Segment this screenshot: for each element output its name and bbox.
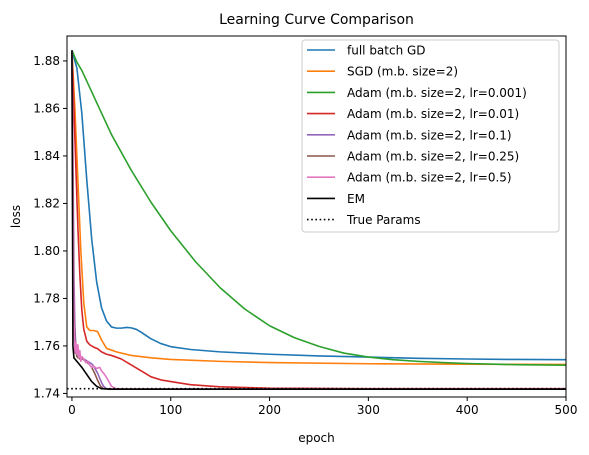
- chart-title: Learning Curve Comparison: [219, 12, 414, 28]
- y-tick-label: 1.86: [33, 101, 60, 115]
- legend-label-4: Adam (m.b. size=2, lr=0.1): [347, 128, 512, 142]
- x-axis-label: epoch: [298, 431, 335, 445]
- y-tick-label: 1.76: [33, 339, 60, 353]
- y-tick-label: 1.78: [33, 291, 60, 305]
- legend-box: [301, 39, 560, 233]
- x-tick-label: 300: [357, 403, 380, 417]
- x-tick-label: 0: [68, 403, 76, 417]
- x-tick-label: 100: [159, 403, 182, 417]
- y-tick-label: 1.74: [33, 386, 60, 400]
- legend-label-6: Adam (m.b. size=2, lr=0.5): [347, 171, 512, 185]
- legend: full batch GD SGD (m.b. size=2) Adam (m.b.…: [301, 39, 560, 233]
- legend-entries: full batch GD SGD (m.b. size=2) Adam (m.b.…: [307, 44, 527, 227]
- legend-label-0: full batch GD: [347, 44, 426, 58]
- plot-frame: [66, 35, 567, 398]
- series-layer: [67, 49, 566, 390]
- x-tick-label: 400: [456, 403, 479, 417]
- y-tick-label: 1.82: [33, 196, 60, 210]
- x-tick-label: 500: [555, 403, 578, 417]
- y-axis-label: loss: [9, 205, 23, 228]
- y-tick-label: 1.84: [33, 149, 60, 163]
- series-line-6: [71, 51, 566, 390]
- y-tick-label: 1.80: [33, 244, 60, 258]
- legend-label-1: SGD (m.b. size=2): [347, 65, 458, 79]
- series-line-1: [71, 51, 566, 366]
- legend-label-7: EM: [347, 192, 365, 206]
- legend-label-8: True Params: [346, 213, 421, 227]
- x-axis-ticks: 0 100 200 300 400 500: [68, 397, 577, 417]
- legend-label-3: Adam (m.b. size=2, lr=0.01): [347, 107, 519, 121]
- legend-label-2: Adam (m.b. size=2, lr=0.001): [347, 86, 527, 100]
- series-line-3: [71, 51, 566, 390]
- y-tick-label: 1.88: [33, 54, 60, 68]
- x-tick-label: 200: [258, 403, 281, 417]
- series-line-0: [71, 50, 566, 361]
- series-line-2: [71, 49, 566, 366]
- y-axis-ticks: 1.74 1.76 1.78 1.80 1.82 1.84 1.86 1.88: [33, 54, 67, 400]
- series-line-7: [71, 50, 566, 390]
- legend-label-5: Adam (m.b. size=2, lr=0.25): [347, 150, 519, 164]
